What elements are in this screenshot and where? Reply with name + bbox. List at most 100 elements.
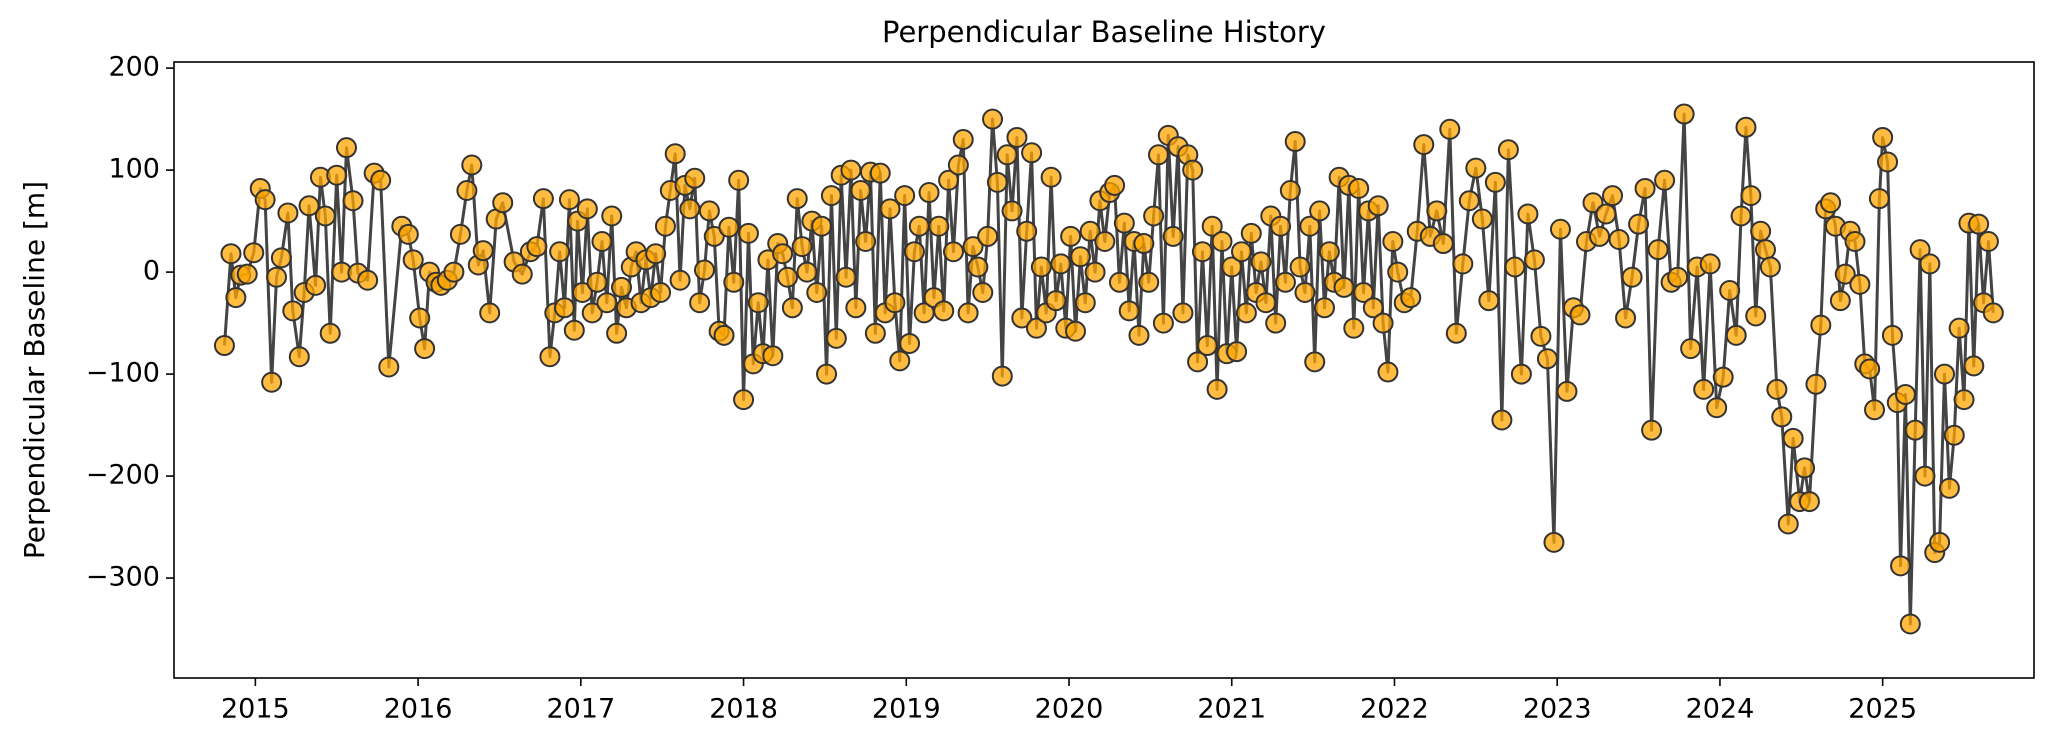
data-point — [645, 243, 667, 265]
data-point — [855, 230, 877, 252]
data-point — [1745, 305, 1767, 327]
x-tick-label: 2018 — [709, 694, 778, 725]
data-point — [1030, 256, 1052, 278]
data-point — [693, 259, 715, 281]
data-point — [1113, 212, 1135, 234]
data-point — [991, 365, 1013, 387]
data-point — [549, 241, 571, 263]
data-point — [335, 137, 357, 159]
data-point — [933, 300, 955, 322]
data-point — [1549, 218, 1571, 240]
data-point — [1798, 491, 1820, 513]
plot-frame — [173, 61, 2035, 679]
data-point — [1673, 103, 1695, 125]
data-point — [918, 182, 940, 204]
data-point — [1387, 261, 1409, 283]
data-point — [1810, 314, 1832, 336]
data-point — [1844, 230, 1866, 252]
data-point — [298, 195, 320, 217]
data-point — [1021, 142, 1043, 164]
data-point — [1050, 253, 1072, 275]
data-point — [1968, 213, 1990, 235]
data-point — [1108, 271, 1130, 293]
data-point — [1759, 256, 1781, 278]
x-tick-label: 2020 — [1035, 694, 1104, 725]
data-point — [1754, 239, 1776, 261]
x-tick-label: 2023 — [1523, 694, 1592, 725]
data-point — [972, 281, 994, 303]
x-tick-label: 2016 — [384, 694, 453, 725]
data-point — [1628, 213, 1650, 235]
data-point — [820, 185, 842, 207]
data-point — [1084, 261, 1106, 283]
data-point — [1309, 200, 1331, 222]
data-point — [1654, 169, 1676, 191]
data-point — [806, 281, 828, 303]
data-point — [1211, 230, 1233, 252]
data-point — [1182, 159, 1204, 181]
data-point — [811, 215, 833, 237]
data-point — [894, 185, 916, 207]
data-point — [689, 292, 711, 314]
data-point — [1265, 312, 1287, 334]
data-point — [414, 338, 436, 360]
data-point — [1782, 427, 1804, 449]
data-point — [1299, 215, 1321, 237]
data-point — [733, 389, 755, 411]
data-point — [270, 247, 292, 269]
data-point — [1556, 380, 1578, 402]
data-point — [1377, 361, 1399, 383]
data-point — [409, 307, 431, 329]
data-point — [845, 297, 867, 319]
data-point — [243, 242, 265, 264]
data-point — [581, 302, 603, 324]
data-point — [1641, 419, 1663, 441]
data-point — [747, 292, 769, 314]
data-point — [526, 236, 548, 258]
data-point — [1608, 228, 1630, 250]
data-point — [1530, 325, 1552, 347]
data-point — [1523, 249, 1545, 271]
data-point — [1794, 457, 1816, 479]
data-point — [1569, 304, 1591, 326]
data-point — [1725, 324, 1747, 346]
data-point — [1289, 256, 1311, 278]
data-point — [511, 263, 533, 285]
data-point — [1706, 397, 1728, 419]
data-point — [1452, 253, 1474, 275]
data-point — [1152, 312, 1174, 334]
data-point — [938, 169, 960, 191]
data-point — [1250, 251, 1272, 273]
data-point — [1201, 215, 1223, 237]
data-point — [1284, 131, 1306, 153]
data-point — [1343, 317, 1365, 339]
data-point — [370, 169, 392, 191]
data-point — [305, 274, 327, 296]
data-point — [1226, 341, 1248, 363]
data-point — [1069, 246, 1091, 268]
data-point — [650, 281, 672, 303]
data-point — [1274, 271, 1296, 293]
data-point — [1699, 253, 1721, 275]
y-axis-label: Perpendicular Baseline [m] — [18, 181, 51, 559]
data-point — [479, 302, 501, 324]
data-point — [1025, 317, 1047, 339]
y-tick-label: 0 — [143, 256, 160, 287]
data-point — [1948, 317, 1970, 339]
data-point — [1313, 297, 1335, 319]
data-point — [606, 322, 628, 344]
data-point — [1148, 144, 1170, 166]
data-point — [1231, 241, 1253, 263]
data-point — [684, 167, 706, 189]
data-point — [254, 189, 276, 211]
data-point — [1909, 239, 1931, 261]
x-tick-label: 2025 — [1848, 694, 1917, 725]
data-point — [1615, 307, 1637, 329]
x-tick-label: 2015 — [221, 694, 290, 725]
data-point — [864, 322, 886, 344]
data-point — [1458, 190, 1480, 212]
data-point — [1868, 188, 1890, 210]
data-point — [277, 202, 299, 224]
data-point — [967, 256, 989, 278]
data-point — [1517, 203, 1539, 225]
